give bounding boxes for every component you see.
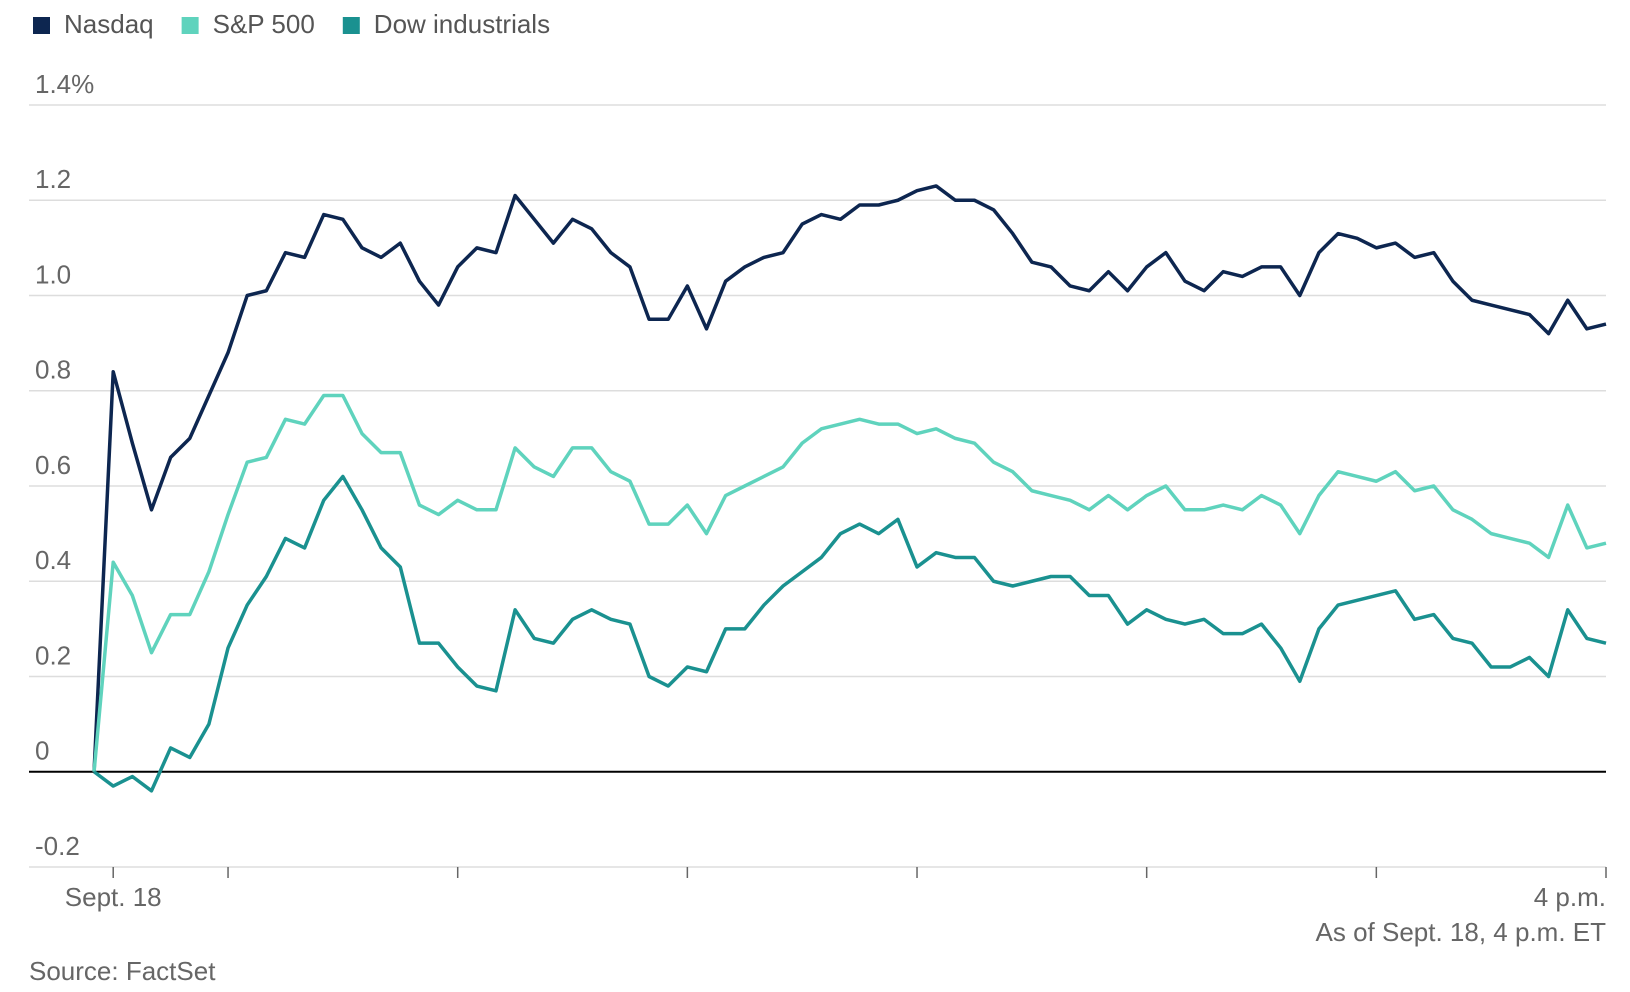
legend-label: Dow industrials <box>374 9 550 39</box>
y-tick-label: 1.0 <box>35 259 71 289</box>
y-tick-label: 0 <box>35 736 49 766</box>
x-tick-label: 4 p.m. <box>1534 882 1606 912</box>
series-line <box>92 393 1607 772</box>
legend-swatch <box>181 17 199 34</box>
y-tick-label: 0.2 <box>35 640 71 670</box>
legend-label: Nasdaq <box>64 9 154 39</box>
x-tick-label: Sept. 18 <box>65 882 162 912</box>
chart-note: As of Sept. 18, 4 p.m. ET <box>1316 917 1607 947</box>
y-tick-label: 1.2 <box>35 164 71 194</box>
legend-swatch <box>33 17 50 34</box>
series-line <box>93 474 1607 793</box>
y-tick-label: 0.8 <box>35 355 71 385</box>
series-line <box>92 184 1607 772</box>
legend-swatch <box>342 17 360 34</box>
y-tick-label: 0.4 <box>35 545 71 575</box>
chart-source: Source: FactSet <box>29 956 216 986</box>
y-tick-label: 1.4% <box>35 69 94 99</box>
y-tick-label: -0.2 <box>35 831 80 861</box>
legend-label: S&P 500 <box>213 9 315 39</box>
y-tick-label: 0.6 <box>35 450 71 480</box>
